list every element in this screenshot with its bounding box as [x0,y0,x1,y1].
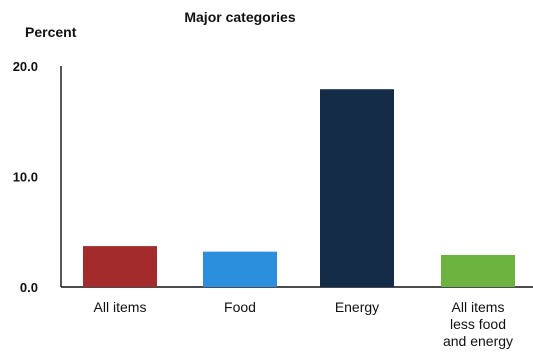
y-tick-label: 0.0 [20,280,38,295]
bar [441,254,515,287]
y-tick-label: 20.0 [13,59,38,74]
y-axis-label: Percent [25,24,77,40]
category-label: Energy [335,299,379,315]
category-label-line: All items [94,299,147,315]
category-label: Food [224,299,256,315]
category-label: All items less food and energy [443,299,513,349]
category-label-line: All items [452,299,505,315]
category-labels: All items Food Energy All items less food and… [94,299,513,349]
bar [320,89,394,287]
category-label-line: less food [450,316,506,332]
bar [203,251,277,287]
category-label-line: Food [224,299,256,315]
y-tick-label: 10.0 [13,170,38,185]
bar [83,246,157,287]
category-label-line: and energy [443,333,513,349]
chart-title: Major categories [184,9,295,25]
category-label-line: Energy [335,299,379,315]
category-label: All items [94,299,147,315]
y-axis-ticks: 0.0 10.0 20.0 [13,59,38,295]
bars-group [83,89,515,287]
